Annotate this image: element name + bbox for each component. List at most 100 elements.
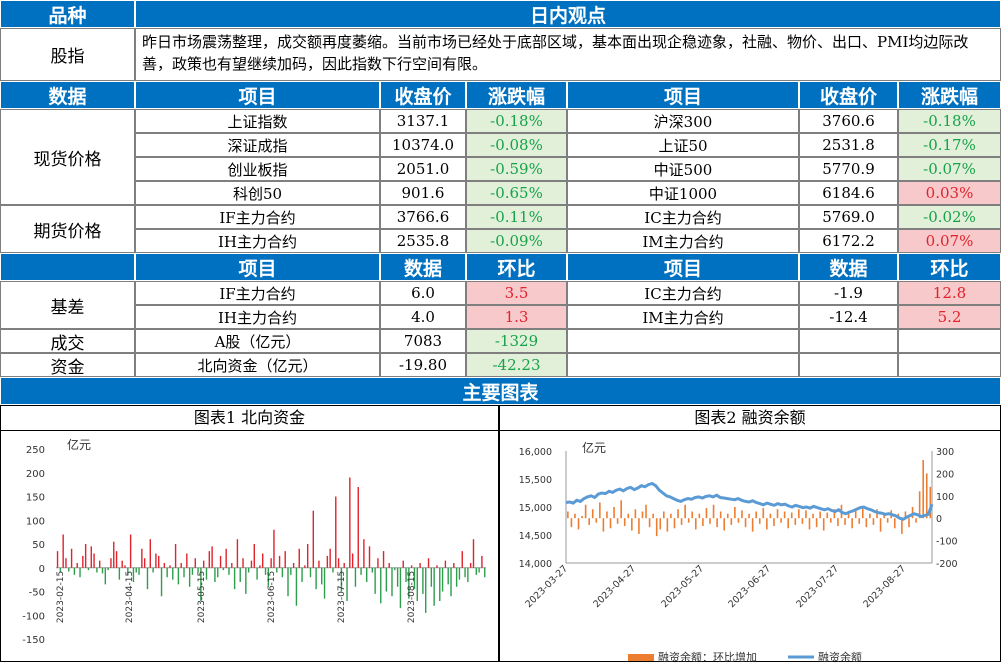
chart1-bar — [197, 567, 199, 573]
chart1-bar — [231, 563, 233, 568]
chart1-xtick: 2023-02-15 — [56, 571, 66, 623]
chart2-change-bar — [758, 518, 761, 524]
chart1-bar — [475, 567, 478, 575]
chart2-change-bar — [908, 518, 910, 528]
spot-close-2: 6184.6 — [799, 181, 898, 205]
chart2-change-bar — [702, 518, 704, 527]
chart1-bar — [458, 567, 461, 580]
spot-close-2: 3760.6 — [799, 109, 898, 133]
chart2-change-bar — [794, 518, 797, 525]
chart1-bar — [430, 567, 433, 587]
basis-mom-2: 5.2 — [898, 305, 1001, 329]
chart2-ylabel: 亿元 — [582, 440, 606, 455]
spot-close-2: 5770.9 — [799, 157, 898, 181]
futures-item: IF主力合约 — [135, 205, 380, 229]
chart1-bar — [441, 567, 444, 592]
chart1-bar — [408, 567, 410, 599]
funds-empty-1 — [567, 353, 799, 377]
futures-change-2: -0.02% — [898, 205, 1001, 229]
price-header-change: 涨跌幅 — [466, 81, 567, 109]
price-header-item-2: 项目 — [567, 81, 799, 109]
chart1-bar — [211, 546, 213, 568]
basis-item: IF主力合约 — [135, 281, 380, 305]
stock-index-label: 股指 — [0, 28, 135, 81]
chart1-bar — [337, 558, 340, 568]
futures-change: -0.11% — [466, 205, 567, 229]
chart2-legend-label-line: 融资余额 — [818, 650, 862, 662]
chart2-title: 图表2 融资余额 — [500, 406, 1000, 431]
chart2-xtick: 2023-06-27 — [726, 563, 773, 610]
chart1-bar — [205, 567, 208, 580]
chart1-bar — [461, 551, 463, 568]
chart2-change-bar — [595, 518, 598, 523]
spot-change: -0.65% — [466, 181, 567, 205]
chart2-change-bar — [663, 511, 665, 519]
chart2-change-bar — [869, 513, 871, 519]
chart2-change-bar — [755, 511, 757, 519]
spot-price-label: 现货价格 — [0, 109, 135, 205]
chart1-bar — [82, 555, 84, 568]
chart2-change-bar — [830, 518, 832, 523]
chart1-bar — [315, 567, 317, 590]
chart1-bar — [259, 565, 261, 568]
chart1-bar — [295, 567, 298, 606]
funds-item: 北向资金（亿元） — [135, 353, 380, 377]
chart1-bar — [371, 567, 374, 573]
chart1-ytick: -100 — [22, 611, 45, 622]
chart2-ytick-left: 15,000 — [519, 503, 552, 514]
chart2-change-bar — [744, 518, 747, 528]
spot-item-2: 沪深300 — [567, 109, 799, 133]
chart2-change-bar — [861, 507, 864, 519]
chart1-bar — [194, 558, 196, 568]
chart2-ytick-left: 15,500 — [519, 475, 552, 486]
chart2-change-bar — [613, 507, 615, 519]
chart1-bar — [188, 567, 191, 587]
chart1-bar — [472, 539, 475, 568]
chart1-bar — [405, 567, 407, 582]
futures-item-2: IM主力合约 — [567, 229, 799, 253]
chart2-change-bar — [623, 518, 626, 527]
chart2-change-bar — [893, 518, 896, 529]
chart1-bar — [368, 546, 371, 568]
chart2-balance-line — [565, 481, 934, 521]
chart1-bar — [214, 567, 216, 582]
chart1-bar — [107, 567, 109, 571]
chart1-ytick: -150 — [22, 635, 45, 646]
chart1-bar — [270, 558, 272, 568]
basis-item: IH主力合约 — [135, 305, 380, 329]
chart1-bar — [436, 565, 438, 568]
futures-close: 2535.8 — [380, 229, 466, 253]
chart2-change-bar — [577, 518, 580, 530]
chart1-bar — [73, 567, 76, 575]
spot-change: -0.18% — [466, 109, 567, 133]
chart1-bar — [284, 551, 286, 568]
chart1-bar — [349, 477, 351, 568]
chart2-change-bar — [591, 509, 594, 519]
chart2-change-bar — [627, 513, 630, 519]
chart2-change-bar — [730, 518, 733, 525]
chart1-bar — [236, 539, 239, 568]
chart1-bar — [312, 510, 314, 568]
chart2-change-bar — [694, 518, 697, 530]
chart2-change-bar — [723, 518, 726, 531]
basis-header-data-2: 数据 — [799, 253, 898, 281]
chart2-change-bar — [837, 518, 839, 527]
chart1-bar — [385, 567, 388, 592]
chart1-bar — [455, 567, 458, 587]
chart1-bar — [298, 548, 300, 568]
chart2-change-bar — [790, 512, 793, 519]
basis-mom: 3.5 — [466, 281, 567, 305]
chart1-bar — [169, 565, 171, 568]
chart2-change-bar — [734, 507, 736, 519]
chart1-bar — [183, 567, 185, 578]
chart1-bar — [360, 567, 362, 575]
chart1-bar — [56, 551, 59, 568]
chart1-ytick: 0 — [39, 564, 45, 575]
chart1-bar — [478, 567, 480, 573]
chart2-change-bar — [805, 510, 807, 519]
chart1-bar — [332, 567, 334, 573]
spot-change-2: -0.17% — [898, 133, 1001, 157]
chart1-bar — [177, 567, 180, 585]
chart2-change-bar — [808, 518, 811, 530]
chart2-change-bar — [709, 518, 711, 524]
